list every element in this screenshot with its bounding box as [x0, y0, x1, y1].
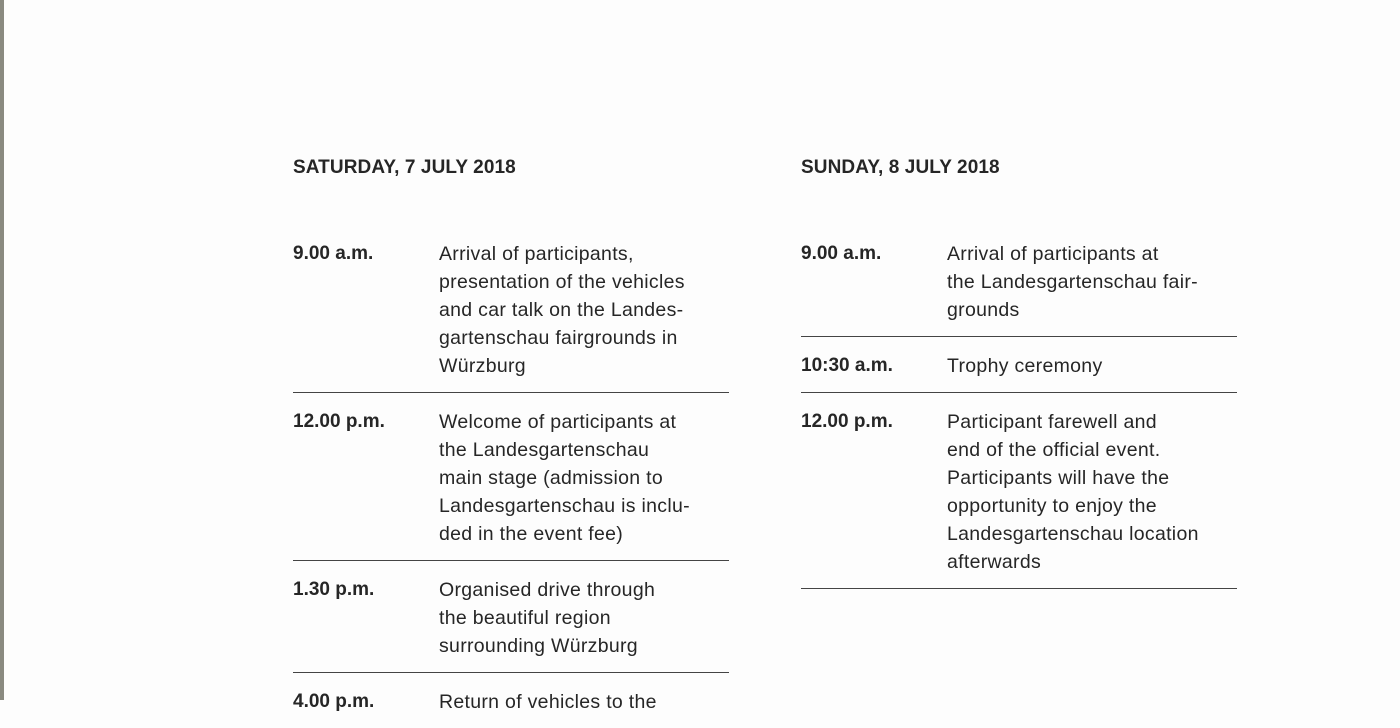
description-line: Participants will have the [947, 467, 1170, 489]
description-line: Arrival of participants, [439, 243, 634, 265]
schedule-description: Welcome of participants at the Landesgart… [439, 408, 690, 548]
schedule-time: 12.00 p.m. [293, 411, 385, 432]
schedule-description: Return of vehicles to the [439, 688, 657, 716]
schedule-row: 1.30 p.m. Organised drive through the beau… [293, 561, 729, 673]
saturday-heading: SATURDAY, 7 JULY 2018 [293, 157, 516, 178]
description-line: afterwards [947, 551, 1042, 573]
description-line: Return of vehicles to the [439, 691, 657, 713]
schedule-row: 12.00 p.m. Participant farewell and end of… [801, 393, 1237, 589]
description-line: Landesgartenschau is inclu- [439, 495, 690, 517]
description-line: the Landesgartenschau [439, 439, 650, 461]
description-line: gartenschau fairgrounds in [439, 327, 678, 349]
description-line: opportunity to enjoy the [947, 495, 1157, 517]
description-line: Würzburg [439, 355, 526, 377]
description-line: ded in the event fee) [439, 523, 624, 545]
schedule-time: 9.00 a.m. [293, 243, 374, 264]
schedule-description: Organised drive through the beautiful reg… [439, 576, 655, 660]
schedule-description: Participant farewell and end of the offic… [947, 408, 1199, 576]
schedule-description: Arrival of participants at the Landesgart… [947, 240, 1198, 324]
description-line: the beautiful region [439, 607, 611, 629]
schedule-description: Trophy ceremony [947, 352, 1103, 380]
schedule-row: 9.00 a.m. Arrival of participants at the L… [801, 225, 1237, 337]
description-line: Arrival of participants at [947, 243, 1159, 265]
sunday-schedule: 9.00 a.m. Arrival of participants at the L… [801, 225, 1237, 589]
description-line: and car talk on the Landes- [439, 299, 684, 321]
description-line: Organised drive through [439, 579, 656, 601]
scan-edge [0, 0, 4, 700]
description-line: Welcome of participants at [439, 411, 677, 433]
description-line: grounds [947, 299, 1020, 321]
description-line: main stage (admission to [439, 467, 663, 489]
schedule-time: 4.00 p.m. [293, 691, 375, 712]
schedule-row: 9.00 a.m. Arrival of participants, present… [293, 225, 729, 393]
schedule-description: Arrival of participants, presentation of … [439, 240, 685, 380]
description-line: surrounding Würzburg [439, 635, 638, 657]
description-line: Trophy ceremony [947, 355, 1103, 377]
schedule-time: 10:30 a.m. [801, 355, 893, 376]
saturday-schedule: 9.00 a.m. Arrival of participants, present… [293, 225, 729, 728]
schedule-row: 4.00 p.m. Return of vehicles to the [293, 673, 729, 728]
description-line: Landesgartenschau location [947, 523, 1199, 545]
description-line: presentation of the vehicles [439, 271, 685, 293]
description-line: end of the official event. [947, 439, 1161, 461]
schedule-row: 12.00 p.m. Welcome of participants at the … [293, 393, 729, 561]
schedule-row: 10:30 a.m. Trophy ceremony [801, 337, 1237, 393]
schedule-time: 12.00 p.m. [801, 411, 893, 432]
schedule-time: 1.30 p.m. [293, 579, 375, 600]
schedule-time: 9.00 a.m. [801, 243, 882, 264]
description-line: the Landesgartenschau fair- [947, 271, 1198, 293]
sunday-heading: SUNDAY, 8 JULY 2018 [801, 157, 1000, 178]
description-line: Participant farewell and [947, 411, 1157, 433]
